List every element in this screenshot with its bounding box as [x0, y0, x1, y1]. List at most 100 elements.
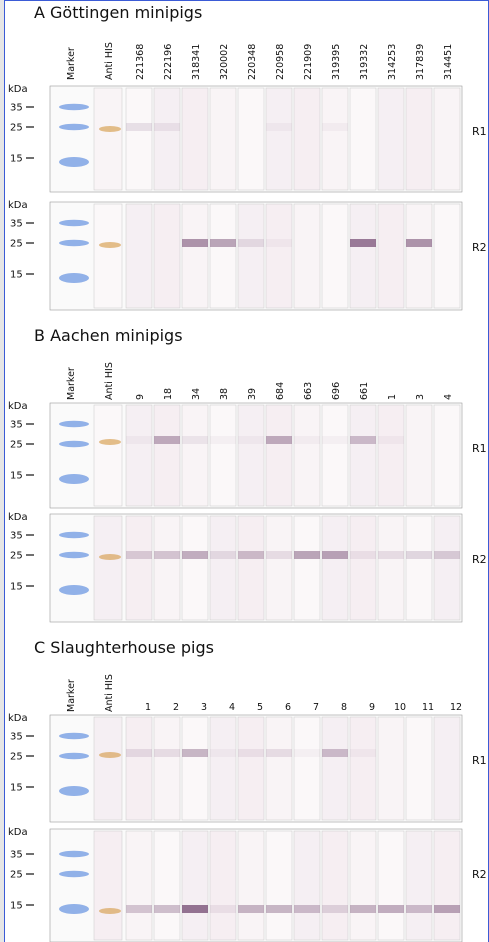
lane-strip — [209, 87, 237, 191]
lane-strip — [321, 203, 349, 309]
lane-label: 12 — [450, 702, 462, 713]
lane-strip — [153, 87, 181, 191]
lane-label: 3 — [415, 394, 426, 400]
kda-tick-label: 15 — [10, 154, 23, 165]
lane-label: 39 — [247, 388, 258, 400]
sample-band — [294, 749, 320, 757]
marker-band — [59, 551, 89, 559]
marker-band — [59, 531, 89, 539]
lane-label: Marker — [66, 367, 77, 400]
lane-strip — [237, 203, 265, 309]
lane-label: 220958 — [275, 44, 286, 80]
lane-label: 318341 — [191, 44, 202, 80]
lane-strip — [125, 716, 153, 821]
kda-tick-label: 35 — [10, 420, 23, 431]
lane-strip — [293, 515, 321, 621]
lane-strip — [209, 203, 237, 309]
lane-strip — [181, 716, 209, 821]
sample-band — [210, 749, 236, 757]
lane-label: 10 — [394, 702, 406, 713]
panel-title: B Aachen minipigs — [34, 326, 183, 345]
lane-strip — [125, 404, 153, 507]
lane-strip — [181, 515, 209, 621]
sample-band — [238, 436, 264, 444]
lane-strip — [349, 404, 377, 507]
his-band — [99, 439, 121, 445]
replicate-label: R1 — [472, 754, 487, 767]
lane-label: 220348 — [247, 44, 258, 80]
lane-strip — [293, 404, 321, 507]
sample-band — [434, 905, 460, 913]
lane-label: 314451 — [443, 44, 454, 80]
side-strip — [0, 0, 4, 942]
sample-band — [126, 551, 152, 559]
lane-strip — [237, 515, 265, 621]
sample-band — [266, 123, 292, 131]
lane-label: 34 — [191, 388, 202, 400]
lane-strip — [433, 716, 461, 821]
sample-band — [238, 749, 264, 757]
sample-band — [378, 905, 404, 913]
lane-strip — [377, 87, 405, 191]
kda-tick-label: 15 — [10, 471, 23, 482]
lane-strip — [293, 87, 321, 191]
sample-band — [154, 749, 180, 757]
lane-label: 319332 — [359, 44, 370, 80]
lane-strip — [405, 87, 433, 191]
sample-band — [406, 239, 432, 247]
sample-band — [210, 905, 236, 913]
lane-strip — [153, 404, 181, 507]
lane-strip — [377, 203, 405, 309]
lane-label: 663 — [303, 382, 314, 400]
sample-band — [266, 551, 292, 559]
lane-strip — [93, 716, 123, 821]
sample-band — [350, 436, 376, 444]
lane-strip — [293, 203, 321, 309]
lane-strip — [433, 830, 461, 941]
replicate-label: R2 — [472, 868, 487, 881]
lane-strip — [181, 404, 209, 507]
sample-band — [182, 905, 208, 913]
lane-label: 9 — [135, 394, 146, 400]
unit-label: kDa — [8, 713, 28, 724]
lane-strip — [433, 515, 461, 621]
sample-band — [350, 905, 376, 913]
lane-label: 684 — [275, 382, 286, 400]
marker-band — [59, 752, 89, 760]
sample-band — [294, 551, 320, 559]
marker-band — [59, 239, 89, 247]
lane-strip — [265, 203, 293, 309]
kda-tick-label: 35 — [10, 732, 23, 743]
marker-band — [59, 219, 89, 227]
sample-band — [210, 239, 236, 247]
lane-strip — [265, 87, 293, 191]
marker-band — [59, 474, 89, 484]
unit-label: kDa — [8, 827, 28, 838]
his-band — [99, 554, 121, 560]
lane-strip — [293, 716, 321, 821]
lane-label: 11 — [422, 702, 434, 713]
marker-band — [59, 732, 89, 740]
lane-strip — [349, 87, 377, 191]
sample-band — [238, 551, 264, 559]
sample-band — [322, 123, 348, 131]
lane-label: 1 — [387, 394, 398, 400]
sample-band — [210, 551, 236, 559]
sample-band — [154, 905, 180, 913]
sample-band — [154, 436, 180, 444]
lane-strip — [265, 404, 293, 507]
kda-tick-label: 35 — [10, 219, 23, 230]
lane-strip — [93, 515, 123, 621]
lane-strip — [153, 716, 181, 821]
lane-strip — [209, 404, 237, 507]
marker-band — [59, 786, 89, 796]
lane-strip — [349, 830, 377, 941]
lane-strip — [125, 830, 153, 941]
lane-strip — [433, 87, 461, 191]
marker-band — [59, 123, 89, 131]
his-band — [99, 126, 121, 132]
lane-strip — [153, 203, 181, 309]
lane-strip — [153, 830, 181, 941]
lane-strip — [377, 716, 405, 821]
lane-strip — [405, 203, 433, 309]
